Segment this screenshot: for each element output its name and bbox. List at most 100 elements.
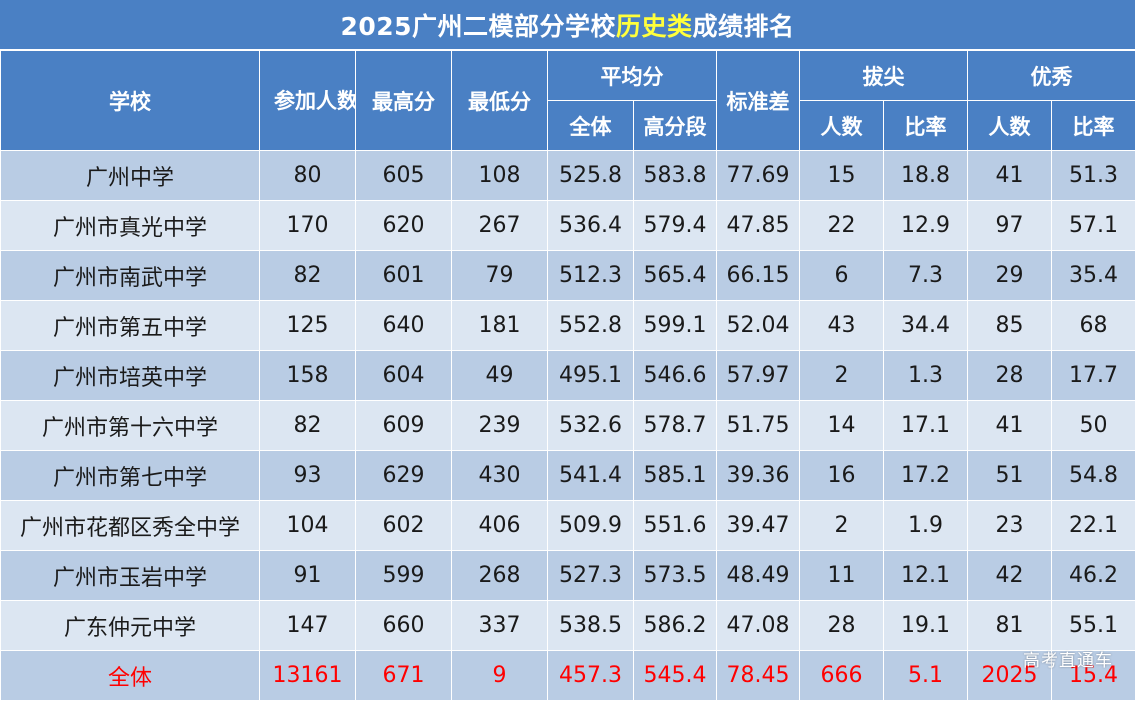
- cell-max: 599: [355, 550, 452, 601]
- cell-participants: 104: [259, 500, 356, 551]
- cell-avg-all: 527.3: [547, 550, 634, 601]
- cell-top-count: 16: [799, 450, 884, 501]
- header-excellent-count: 人数: [967, 100, 1052, 151]
- cell-min: 430: [451, 450, 548, 501]
- cell-avg-high: 586.2: [633, 600, 717, 651]
- cell-excellent-rate: 50: [1051, 400, 1135, 451]
- table-row: 广州市玉岩中学 91 599 268 527.3 573.5 48.49 11 12.1 42 46…: [0, 550, 1135, 601]
- cell-top-rate: 17.1: [883, 400, 968, 451]
- cell-avg-high: 546.6: [633, 350, 717, 401]
- cell-stddev: 77.69: [716, 150, 800, 201]
- header-stddev: 标准差: [716, 50, 800, 151]
- cell-min: 108: [451, 150, 548, 201]
- cell-avg-all: 495.1: [547, 350, 634, 401]
- table-row: 广州市第十六中学 82 609 239 532.6 578.7 51.75 14 17.1 41 5…: [0, 400, 1135, 451]
- cell-avg-all: 532.6: [547, 400, 634, 451]
- header-top-count: 人数: [799, 100, 884, 151]
- cell-excellent-count: 2025: [967, 650, 1052, 701]
- cell-excellent-rate: 46.2: [1051, 550, 1135, 601]
- cell-stddev: 66.15: [716, 250, 800, 301]
- cell-excellent-rate: 35.4: [1051, 250, 1135, 301]
- cell-excellent-rate: 57.1: [1051, 200, 1135, 251]
- cell-top-rate: 12.1: [883, 550, 968, 601]
- title-highlight: 历史类: [616, 11, 693, 41]
- cell-max: 671: [355, 650, 452, 701]
- cell-max: 604: [355, 350, 452, 401]
- cell-avg-high: 599.1: [633, 300, 717, 351]
- cell-excellent-count: 51: [967, 450, 1052, 501]
- cell-min: 49: [451, 350, 548, 401]
- cell-max: 609: [355, 400, 452, 451]
- cell-top-count: 43: [799, 300, 884, 351]
- cell-avg-high: 579.4: [633, 200, 717, 251]
- cell-school: 广州中学: [0, 150, 260, 201]
- cell-excellent-count: 41: [967, 400, 1052, 451]
- cell-excellent-rate: 17.7: [1051, 350, 1135, 401]
- cell-top-count: 22: [799, 200, 884, 251]
- cell-excellent-count: 85: [967, 300, 1052, 351]
- cell-school: 广州市南武中学: [0, 250, 260, 301]
- cell-top-rate: 1.3: [883, 350, 968, 401]
- table-header: 学校 参加人数 最高分 最低分 平均分 标准差 拔尖 优秀 全体 高分段 人数 …: [0, 50, 1135, 151]
- cell-max: 601: [355, 250, 452, 301]
- cell-participants: 147: [259, 600, 356, 651]
- header-avg-high: 高分段: [633, 100, 717, 151]
- ranking-table: 学校 参加人数 最高分 最低分 平均分 标准差 拔尖 优秀 全体 高分段 人数 …: [0, 50, 1135, 701]
- cell-min: 406: [451, 500, 548, 551]
- cell-avg-all: 541.4: [547, 450, 634, 501]
- table-title: 2025广州二模部分学校 历史类 成绩排名: [0, 0, 1135, 50]
- cell-avg-high: 583.8: [633, 150, 717, 201]
- cell-top-rate: 34.4: [883, 300, 968, 351]
- cell-school: 广州市第五中学: [0, 300, 260, 351]
- cell-excellent-rate: 51.3: [1051, 150, 1135, 201]
- header-avg: 平均分: [547, 50, 717, 101]
- cell-avg-all: 525.8: [547, 150, 634, 201]
- cell-school: 广州市真光中学: [0, 200, 260, 251]
- cell-top-count: 14: [799, 400, 884, 451]
- cell-top-rate: 5.1: [883, 650, 968, 701]
- cell-avg-high: 585.1: [633, 450, 717, 501]
- cell-min: 268: [451, 550, 548, 601]
- header-school: 学校: [0, 50, 260, 151]
- table-row: 广州市第七中学 93 629 430 541.4 585.1 39.36 16 17.2 51 54…: [0, 450, 1135, 501]
- cell-school: 广州市培英中学: [0, 350, 260, 401]
- cell-stddev: 51.75: [716, 400, 800, 451]
- cell-min: 181: [451, 300, 548, 351]
- cell-excellent-count: 42: [967, 550, 1052, 601]
- cell-participants: 125: [259, 300, 356, 351]
- cell-min: 9: [451, 650, 548, 701]
- table-row: 广州市花都区秀全中学 104 602 406 509.9 551.6 39.47 2 1.9 23…: [0, 500, 1135, 551]
- header-top: 拔尖: [799, 50, 968, 101]
- cell-stddev: 39.36: [716, 450, 800, 501]
- cell-min: 267: [451, 200, 548, 251]
- cell-stddev: 39.47: [716, 500, 800, 551]
- cell-avg-high: 565.4: [633, 250, 717, 301]
- cell-excellent-count: 97: [967, 200, 1052, 251]
- cell-avg-all: 536.4: [547, 200, 634, 251]
- cell-school: 广州市第七中学: [0, 450, 260, 501]
- header-excellent-rate: 比率: [1051, 100, 1135, 151]
- cell-excellent-count: 23: [967, 500, 1052, 551]
- cell-top-rate: 1.9: [883, 500, 968, 551]
- table-row: 广州市第五中学 125 640 181 552.8 599.1 52.04 43 34.4 85 6…: [0, 300, 1135, 351]
- header-max: 最高分: [355, 50, 452, 151]
- cell-stddev: 78.45: [716, 650, 800, 701]
- cell-excellent-rate: 68: [1051, 300, 1135, 351]
- cell-top-count: 2: [799, 350, 884, 401]
- cell-top-rate: 7.3: [883, 250, 968, 301]
- cell-top-count: 28: [799, 600, 884, 651]
- cell-school: 广东仲元中学: [0, 600, 260, 651]
- cell-school: 广州市第十六中学: [0, 400, 260, 451]
- header-participants: 参加人数: [259, 50, 356, 151]
- cell-participants: 170: [259, 200, 356, 251]
- cell-avg-all: 457.3: [547, 650, 634, 701]
- cell-excellent-rate: 55.1: [1051, 600, 1135, 651]
- header-excellent: 优秀: [967, 50, 1135, 101]
- table-row: 广州市真光中学 170 620 267 536.4 579.4 47.85 22 12.9 97 5…: [0, 200, 1135, 251]
- cell-participants: 91: [259, 550, 356, 601]
- cell-max: 640: [355, 300, 452, 351]
- table-row: 广州市南武中学 82 601 79 512.3 565.4 66.15 6 7.3 29 35.4: [0, 250, 1135, 301]
- title-prefix: 2025广州二模部分学校: [340, 11, 617, 41]
- watermark-text: 高考直通车: [1023, 651, 1113, 671]
- cell-avg-high: 545.4: [633, 650, 717, 701]
